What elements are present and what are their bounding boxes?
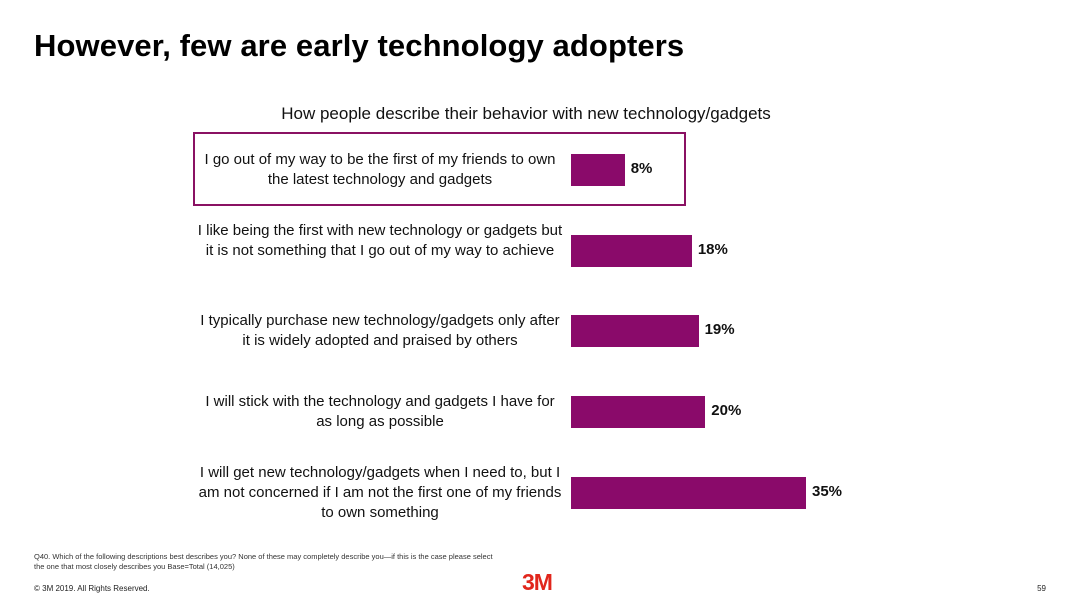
- bar-chart: I go out of my way to be the first of my…: [193, 132, 843, 521]
- data-label: 35%: [812, 483, 843, 500]
- bar: [571, 315, 699, 347]
- data-label: 8%: [630, 160, 653, 177]
- category-label: I go out of my way to be the first of my…: [204, 151, 556, 188]
- bar: [571, 477, 806, 509]
- 3m-logo: 3M: [522, 569, 553, 595]
- data-label: 20%: [711, 402, 742, 419]
- bar: [571, 396, 706, 428]
- bar: [571, 235, 692, 267]
- category-label: I will stick with the technology and gad…: [205, 393, 555, 430]
- category-label: I will get new technology/gadgets when I…: [198, 464, 562, 521]
- bar: [571, 154, 625, 186]
- category-label: I typically purchase new technology/gadg…: [200, 312, 560, 349]
- slide-title: However, few are early technology adopte…: [34, 28, 685, 63]
- copyright: © 3M 2019. All Rights Reserved.: [34, 584, 150, 593]
- data-label: 18%: [697, 241, 728, 258]
- highlight-box: [193, 132, 686, 206]
- category-label: I like being the first with new technolo…: [197, 222, 563, 259]
- footnote: Q40. Which of the following descriptions…: [34, 552, 493, 571]
- page-number: 59: [1037, 584, 1046, 593]
- chart-subtitle: How people describe their behavior with …: [281, 104, 771, 123]
- data-label: 19%: [704, 321, 735, 338]
